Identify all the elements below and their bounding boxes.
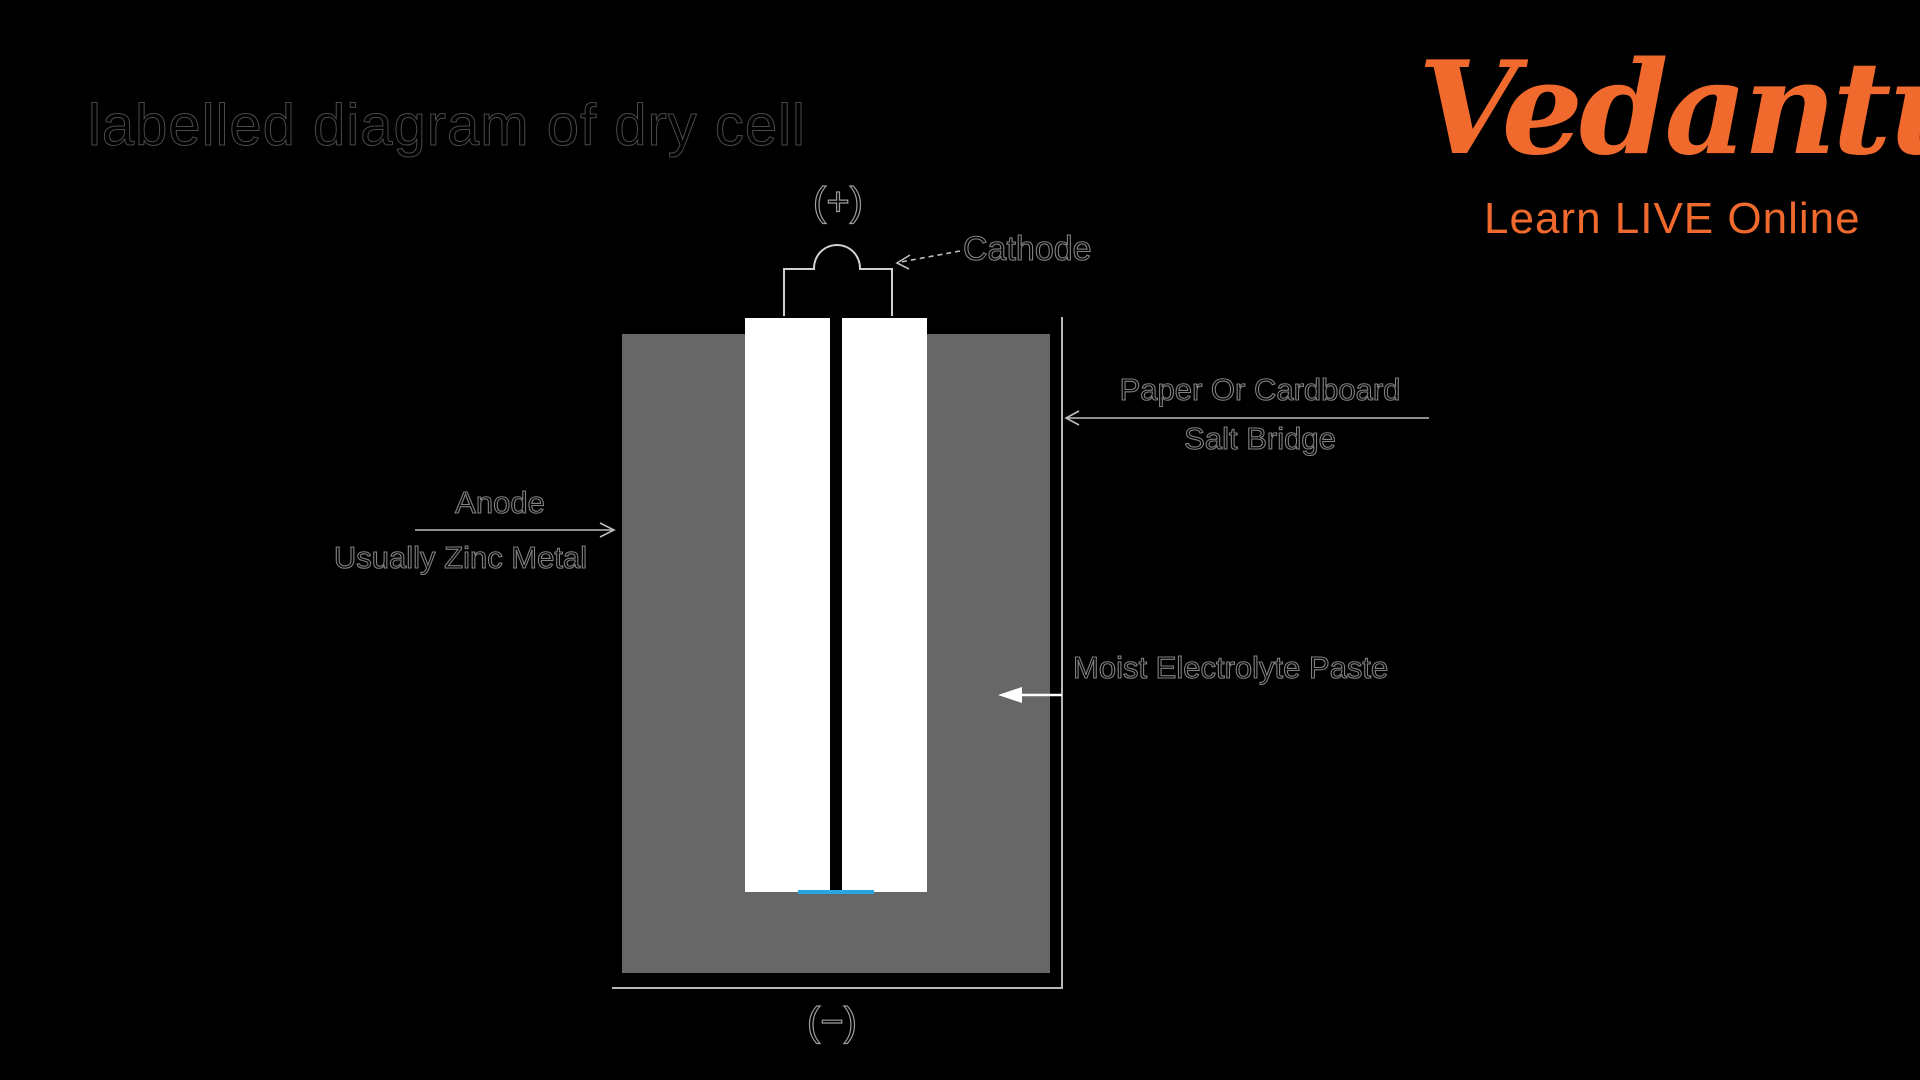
salt-bridge-label-line1: Paper Or Cardboard <box>1119 371 1401 407</box>
positive-terminal-label: (+) <box>812 179 863 224</box>
salt-bridge-label-line2: Salt Bridge <box>1184 420 1337 456</box>
page-title: labelled diagram of dry cell <box>88 93 806 159</box>
anode-label-line2: Usually Zinc Metal <box>333 539 588 575</box>
vedantu-tagline: Learn LIVE Online <box>1484 194 1861 243</box>
cathode-arrow <box>895 250 961 270</box>
electrolyte-label: Moist Electrolyte Paste <box>1072 649 1389 685</box>
negative-terminal-label: (−) <box>806 999 857 1044</box>
cathode-label: Cathode <box>962 229 1092 268</box>
anode-arrow <box>415 522 616 538</box>
vedantu-logo: Vedantu <box>1418 34 1920 184</box>
carbon-rod-split <box>830 318 842 892</box>
anode-label-line1: Anode <box>455 484 546 520</box>
cathode-cap <box>783 268 893 316</box>
cathode-cap-dome <box>813 244 861 270</box>
rod-base-highlight <box>798 890 874 894</box>
